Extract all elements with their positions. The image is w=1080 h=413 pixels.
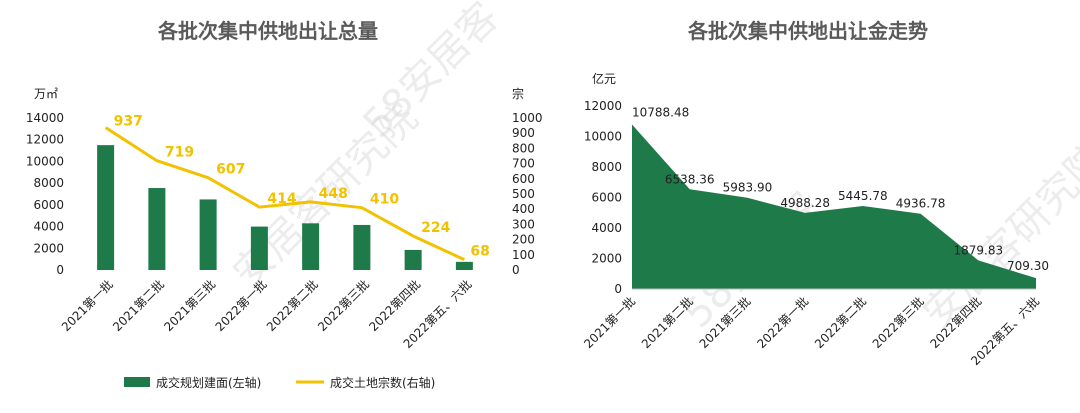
chart-title: 各批次集中供地出让总量 <box>157 19 378 43</box>
chart-title: 各批次集中供地出让金走势 <box>687 19 928 43</box>
bar-mark <box>404 249 422 270</box>
category-axis: 2021第一批2021第二批2021第三批2022第一批2022第二批2022第… <box>58 277 474 352</box>
data-labels: 10788.48 6538.36 5983.90 4988.28 5445.78 4936… <box>632 105 1049 273</box>
line-data-label: 448 <box>319 186 348 202</box>
bar-mark <box>199 199 217 270</box>
bar-mark <box>148 188 166 270</box>
bar-mark <box>250 226 268 270</box>
right-tick-label: 600 <box>512 172 535 186</box>
category-label: 2021第一批 <box>58 277 116 335</box>
legend: 成交规划建面(左轴) 成交土地宗数(右轴) <box>124 375 435 390</box>
category-label: 2022第一批 <box>212 277 270 335</box>
left-tick-label: 2000 <box>33 241 64 255</box>
land-supply-chart: 各批次集中供地出让总量 万㎡ 宗 02000400060008000100001… <box>26 19 543 390</box>
series-line <box>104 126 466 262</box>
line-series: 937 719 607 414 448 410 224 68 <box>104 114 490 262</box>
left-tick-label: 4000 <box>33 220 64 234</box>
right-tick-label: 200 <box>512 233 535 247</box>
right-tick-label: 300 <box>512 217 535 231</box>
left-axis-ticks: 0 2000 4000 6000 8000 10000 12000 <box>584 99 622 296</box>
left-tick-label: 6000 <box>33 198 64 212</box>
left-tick-label: 4000 <box>591 221 622 235</box>
area-data-label: 1879.83 <box>953 243 1003 257</box>
category-label: 2022第四批 <box>366 277 424 335</box>
area-data-label: 4936.78 <box>896 197 946 211</box>
area-data-label: 5445.78 <box>838 189 888 203</box>
right-tick-label: 100 <box>512 248 535 262</box>
area-data-label: 10788.48 <box>632 105 689 119</box>
left-tick-label: 0 <box>614 282 622 296</box>
line-data-label: 607 <box>216 162 245 178</box>
category-label: 2021第二批 <box>109 277 167 335</box>
bar-mark <box>302 223 320 270</box>
category-label: 2022第三批 <box>314 277 372 335</box>
line-data-label: 410 <box>370 192 399 208</box>
area-data-label: 4988.28 <box>780 196 830 210</box>
right-tick-label: 900 <box>512 126 535 140</box>
line-data-label: 414 <box>267 191 296 207</box>
left-tick-label: 6000 <box>591 191 622 205</box>
bar-mark <box>353 224 371 270</box>
right-tick-label: 400 <box>512 202 535 216</box>
category-label: 2022第二批 <box>263 277 321 335</box>
left-tick-label: 8000 <box>33 176 64 190</box>
right-axis-unit: 宗 <box>512 86 524 101</box>
left-tick-label: 12000 <box>26 133 64 147</box>
area-data-label: 6538.36 <box>665 172 715 186</box>
area-data-label: 5983.90 <box>723 181 773 195</box>
area-fill <box>632 124 1036 289</box>
area-series <box>632 124 1036 290</box>
left-tick-label: 2000 <box>591 252 622 266</box>
right-tick-label: 1000 <box>512 111 543 125</box>
left-tick-label: 0 <box>56 263 64 277</box>
left-axis-unit: 亿元 <box>592 71 616 86</box>
category-label: 2022第二批 <box>811 294 869 352</box>
left-tick-label: 14000 <box>26 111 64 125</box>
legend-bar-swatch <box>124 377 150 387</box>
line-data-label: 68 <box>470 244 489 260</box>
bar-mark <box>97 145 115 270</box>
left-tick-label: 8000 <box>591 160 622 174</box>
category-label: 2021第三批 <box>161 277 219 335</box>
left-axis-unit: 万㎡ <box>34 87 58 101</box>
left-tick-label: 10000 <box>584 130 622 144</box>
category-label: 2022第一批 <box>754 294 812 352</box>
legend-bar-label: 成交规划建面(左轴) <box>156 375 261 390</box>
left-tick-label: 10000 <box>26 154 64 168</box>
line-data-label: 719 <box>165 145 194 161</box>
line-data-label: 937 <box>114 114 143 130</box>
category-label: 2021第一批 <box>580 294 638 352</box>
right-tick-label: 500 <box>512 187 535 201</box>
left-tick-label: 12000 <box>584 99 622 113</box>
right-tick-label: 0 <box>512 263 520 277</box>
right-tick-label: 700 <box>512 157 535 171</box>
land-revenue-chart: 各批次集中供地出让金走势 亿元 0 2000 4000 6000 8000 10000 12… <box>580 19 1049 368</box>
category-label: 2021第二批 <box>638 294 696 352</box>
category-label: 2022第三批 <box>869 294 927 352</box>
legend-line-label: 成交土地宗数(右轴) <box>330 375 435 390</box>
line-data-label: 224 <box>421 220 450 236</box>
left-axis-ticks: 0 2000 4000 6000 8000 10000 12000 14000 <box>26 111 64 277</box>
bar-series <box>97 145 473 270</box>
bar-mark <box>455 261 473 270</box>
area-data-label: 709.30 <box>1007 259 1049 273</box>
right-tick-label: 800 <box>512 141 535 155</box>
